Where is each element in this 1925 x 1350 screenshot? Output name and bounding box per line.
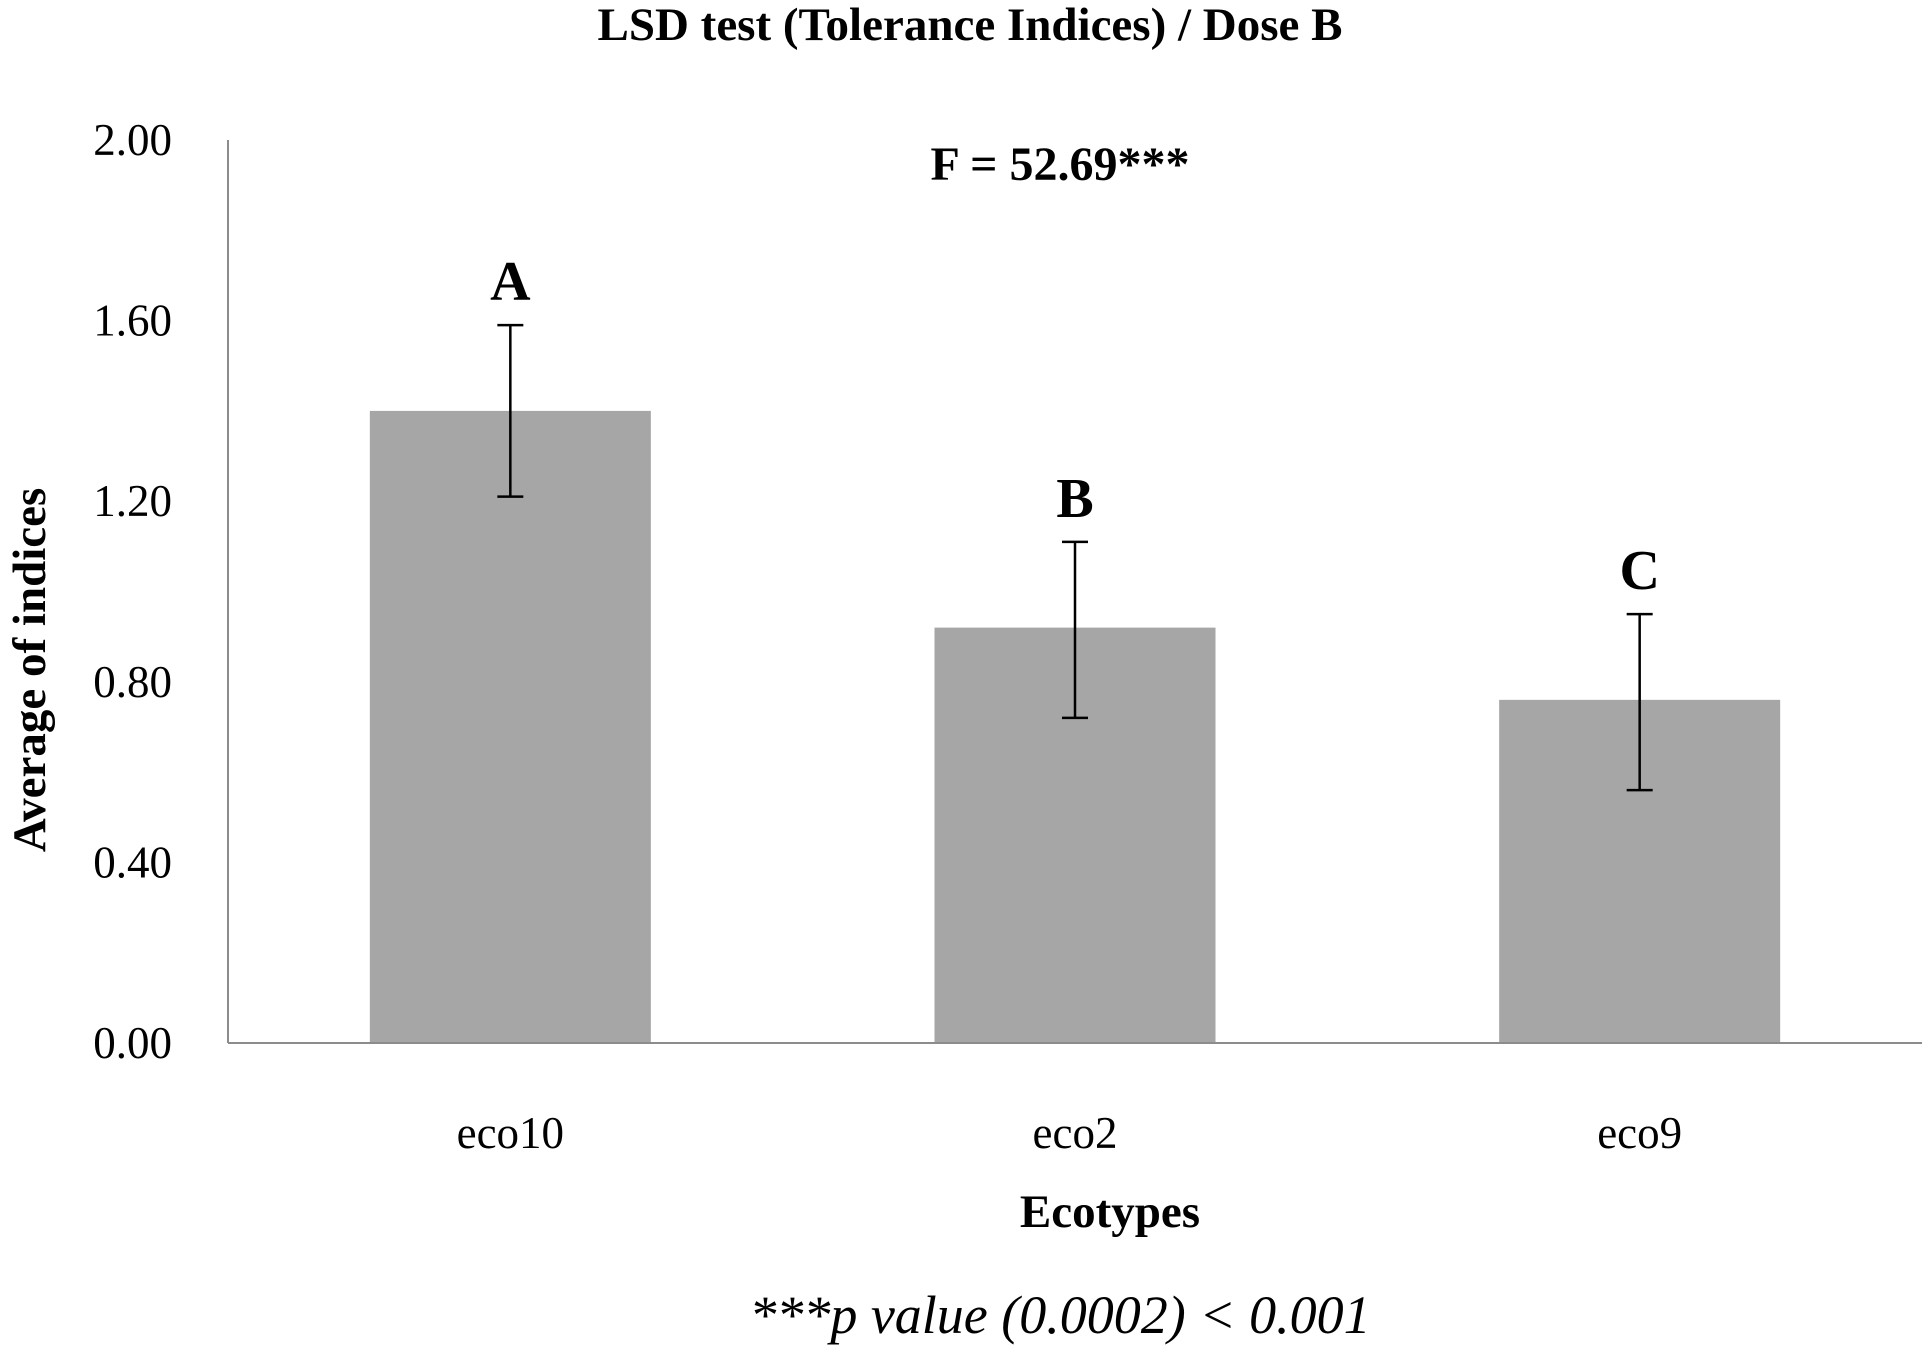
y-tick-labels: 0.00 0.40 0.80 1.20 1.60 2.00	[93, 115, 172, 1068]
x-tick-labels: eco10 eco2 eco9	[457, 1108, 1683, 1158]
group-letters-layer: A B C	[490, 251, 1660, 602]
error-bar-eco10	[497, 323, 524, 498]
p-value-footnote: ***p value (0.0002) < 0.001	[749, 1285, 1370, 1345]
error-bar-eco9	[1626, 612, 1653, 792]
x-tick-label-eco10: eco10	[457, 1108, 564, 1158]
y-tick-label: 0.40	[93, 837, 172, 887]
group-letter-eco9: C	[1619, 540, 1659, 602]
y-tick-label: 1.20	[93, 476, 172, 526]
y-tick-label: 1.60	[93, 296, 172, 346]
x-tick-label-eco9: eco9	[1597, 1108, 1682, 1158]
bar-eco10	[369, 410, 651, 1043]
y-tick-label: 0.00	[93, 1018, 172, 1068]
error-bars-layer	[497, 323, 1653, 792]
group-letter-eco10: A	[490, 251, 531, 313]
x-tick-label-eco2: eco2	[1033, 1108, 1118, 1158]
bars-layer	[369, 410, 1781, 1043]
x-axis-label: Ecotypes	[1020, 1186, 1200, 1238]
chart-title: LSD test (Tolerance Indices) / Dose B	[597, 0, 1342, 51]
f-statistic-annotation: F = 52.69***	[931, 138, 1190, 191]
y-tick-label: 0.80	[93, 657, 172, 707]
group-letter-eco2: B	[1056, 468, 1093, 530]
error-bar-eco2	[1062, 540, 1088, 720]
y-axis-label: Average of indices	[4, 488, 56, 853]
y-tick-label: 2.00	[93, 115, 172, 165]
